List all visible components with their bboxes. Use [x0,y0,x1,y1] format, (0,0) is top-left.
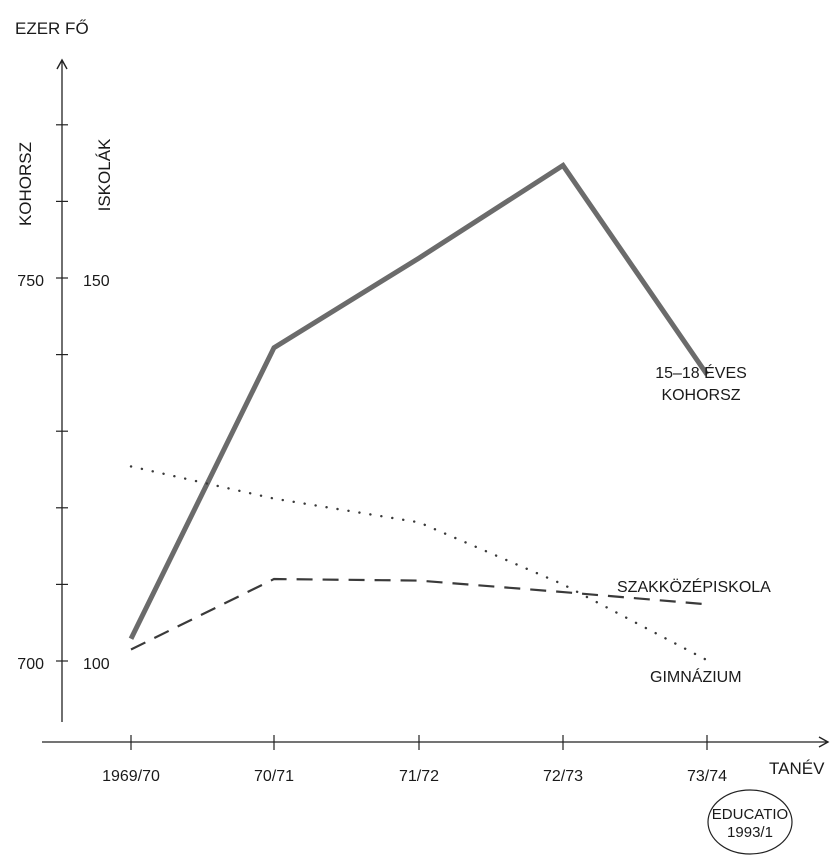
series-label-kohorsz: KOHORSZ [661,387,740,404]
unit-label: EZER FŐ [15,19,89,38]
x-tick-label: 71/72 [399,768,439,785]
point-gimnazium [707,660,708,661]
point-gimnazium [274,498,275,499]
y-left-tick-label: 750 [17,273,44,290]
y-right-tick-label: 100 [83,656,110,673]
left-axis-label: KOHORSZ [16,142,35,226]
x-axis-label: TANÉV [769,759,825,778]
x-tick-label: 73/74 [687,768,727,785]
line-kohorsz [128,161,710,640]
line-gimnazium [129,465,709,662]
publisher-badge-title: EDUCATIO [712,806,788,823]
x-axis-ticks [130,735,708,750]
point-gimnazium [563,584,564,585]
right-axis-label: ISKOLÁK [95,138,114,211]
line-szakkozepiskola [130,577,708,651]
y-axis-ticks [56,124,68,662]
point-szakkozepiskola [419,580,420,581]
x-tick-label: 70/71 [254,768,294,785]
x-tick-label: 1969/70 [102,768,160,785]
series-label-kohorsz: 15–18 ÉVES [655,363,747,382]
series-layer [128,161,710,662]
y-right-tick-label: 150 [83,273,110,290]
series-label-gimnazium: GIMNÁZIUM [650,667,742,686]
x-tick-label: 72/73 [543,768,583,785]
publisher-badge-issue: 1993/1 [727,824,773,841]
y-left-tick-label: 700 [17,656,44,673]
point-gimnazium [419,522,420,523]
publisher-badge [707,789,793,855]
point-szakkozepiskola [707,604,708,605]
series-label-szakkozepiskola: SZAKKÖZÉPISKOLA [617,577,771,596]
